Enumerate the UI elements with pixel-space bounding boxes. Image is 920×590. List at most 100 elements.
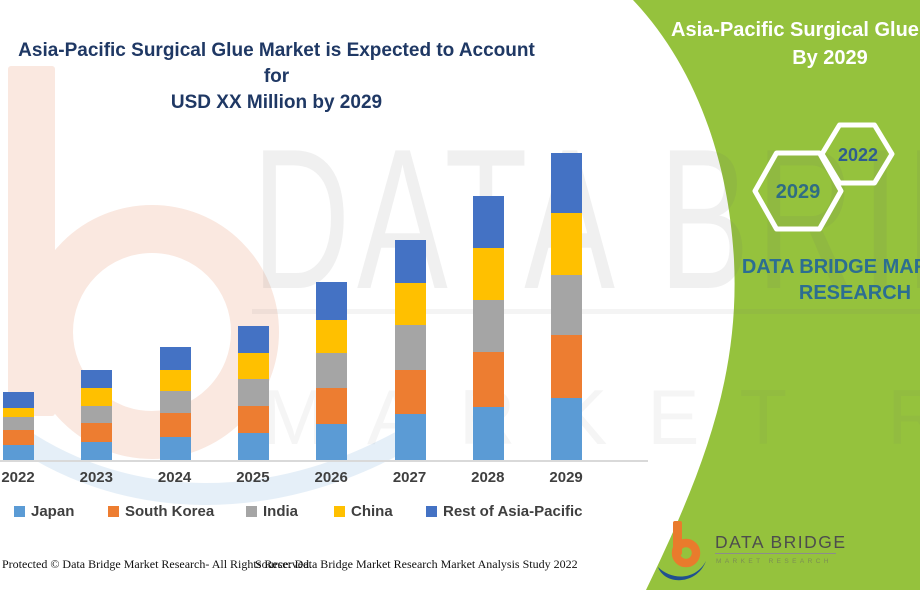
x-axis-line xyxy=(0,460,648,462)
legend-item-china: China xyxy=(334,503,393,520)
bar-2025 xyxy=(237,326,269,460)
bar-segment-rest-of-asia-pacific xyxy=(394,240,426,283)
footer-copyright: Protected © Data Bridge Market Research-… xyxy=(2,557,313,571)
bar-2023 xyxy=(81,370,113,460)
bar-segment-china xyxy=(81,388,113,406)
legend-item-japan: Japan xyxy=(14,503,74,520)
side-panel-brand: DATA BRIDGE MARKET RESEARCH xyxy=(690,254,920,306)
legend-item-india: India xyxy=(246,503,298,520)
bar-segment-china xyxy=(472,248,504,300)
legend-swatch xyxy=(14,506,25,517)
bar-2028 xyxy=(472,196,504,460)
bar-segment-japan xyxy=(3,445,34,460)
legend-swatch xyxy=(334,506,345,517)
bar-segment-rest-of-asia-pacific xyxy=(551,153,583,213)
watermark-underline xyxy=(252,309,920,314)
bar-segment-south-korea xyxy=(237,406,269,433)
legend-swatch xyxy=(246,506,257,517)
bar-segment-india xyxy=(551,275,583,335)
logo-subtext: MARKET RESEARCH xyxy=(716,558,832,565)
bar-segment-china xyxy=(551,213,583,275)
footer-source: Source: Data Bridge Market Research Mark… xyxy=(255,557,578,571)
data-bridge-logo: DATA BRIDGE MARKET RESEARCH xyxy=(658,521,847,581)
hexagon-2022 xyxy=(819,122,895,186)
bar-segment-india xyxy=(81,406,113,423)
legend-swatch xyxy=(426,506,437,517)
side-panel-title: Asia-Pacific Surgical Glue Market By 202… xyxy=(665,16,920,72)
bar-segment-south-korea xyxy=(472,352,504,407)
x-label-2029: 2029 xyxy=(549,469,583,486)
bar-segment-india xyxy=(316,353,348,388)
legend-swatch xyxy=(108,506,119,517)
bar-segment-south-korea xyxy=(159,413,191,437)
x-label-2025: 2025 xyxy=(236,469,270,486)
bar-segment-south-korea xyxy=(551,335,583,398)
bar-2022 xyxy=(3,392,34,460)
watermark-subtext: MARKET RESEARCH xyxy=(262,373,920,461)
hexagon-2022-label: 2022 xyxy=(838,145,878,165)
bar-segment-south-korea xyxy=(316,388,348,424)
x-axis-labels: 2022 2023 2024 2025 2026 2027 2028 2029 xyxy=(0,469,660,489)
bar-segment-japan xyxy=(237,433,269,460)
x-label-2028: 2028 xyxy=(471,469,505,486)
bar-2024 xyxy=(159,347,191,460)
logo-wordmark: DATA BRIDGE xyxy=(715,532,847,552)
bars-area xyxy=(3,153,583,460)
x-label-2026: 2026 xyxy=(314,469,348,486)
bar-segment-south-korea xyxy=(81,423,113,442)
bar-segment-china xyxy=(394,283,426,325)
bar-segment-china xyxy=(237,353,269,379)
bar-segment-rest-of-asia-pacific xyxy=(3,392,34,408)
bar-segment-japan xyxy=(81,442,113,460)
bar-segment-south-korea xyxy=(3,430,34,445)
bar-2029 xyxy=(551,153,583,460)
x-label-2022: 2022 xyxy=(1,469,35,486)
legend-label: China xyxy=(351,503,393,520)
bar-segment-india xyxy=(394,325,426,370)
bar-segment-rest-of-asia-pacific xyxy=(237,326,269,353)
bar-segment-rest-of-asia-pacific xyxy=(472,196,504,248)
bar-segment-china xyxy=(3,408,34,417)
legend: Japan South Korea India China Rest of Asia-P… xyxy=(0,503,660,525)
side-panel-brand-line2: RESEARCH xyxy=(798,282,912,304)
bar-segment-china xyxy=(159,370,191,391)
x-label-2023: 2023 xyxy=(79,469,113,486)
side-panel-brand-line1: DATA BRIDGE MARKET xyxy=(741,256,920,278)
x-label-2024: 2024 xyxy=(157,469,192,486)
legend-item-rest-of-asia-pacific: Rest of Asia-Pacific xyxy=(426,503,583,520)
bar-2026 xyxy=(316,282,348,460)
bar-segment-china xyxy=(316,320,348,353)
green-panel-shape xyxy=(633,0,920,590)
chart-title: Asia-Pacific Surgical Glue Market is Exp… xyxy=(4,38,549,116)
legend-label: Japan xyxy=(31,503,75,520)
logo-b-bowl xyxy=(671,538,701,568)
x-label-2027: 2027 xyxy=(392,469,427,486)
bar-segment-japan xyxy=(316,424,348,460)
bar-segment-south-korea xyxy=(394,370,426,414)
chart-title-line1: Asia-Pacific Surgical Glue Market is Exp… xyxy=(18,40,535,87)
bar-segment-japan xyxy=(472,407,504,460)
bar-segment-rest-of-asia-pacific xyxy=(159,347,191,370)
bar-segment-rest-of-asia-pacific xyxy=(81,370,113,388)
chart-title-line2: USD XX Million by 2029 xyxy=(170,92,383,113)
side-panel-title-line1: Asia-Pacific Surgical Glue Market xyxy=(671,19,920,41)
bar-segment-japan xyxy=(159,437,191,460)
bar-segment-japan xyxy=(551,398,583,460)
legend-label: South Korea xyxy=(125,503,215,520)
hexagon-2029-label: 2029 xyxy=(776,181,821,203)
legend-label: India xyxy=(263,503,299,520)
logo-swoosh xyxy=(658,561,706,581)
bar-segment-india xyxy=(159,391,191,413)
hexagon-badges: 2029 2022 xyxy=(752,122,895,232)
bar-segment-india xyxy=(237,379,269,406)
bar-2027 xyxy=(394,240,426,460)
legend-item-south-korea: South Korea xyxy=(108,503,214,520)
bar-segment-japan xyxy=(394,414,426,460)
legend-label: Rest of Asia-Pacific xyxy=(443,503,583,520)
hexagon-2029 xyxy=(752,150,844,232)
side-panel-title-line2: By 2029 xyxy=(792,47,868,69)
bar-segment-india xyxy=(472,300,504,352)
bar-segment-india xyxy=(3,417,34,430)
